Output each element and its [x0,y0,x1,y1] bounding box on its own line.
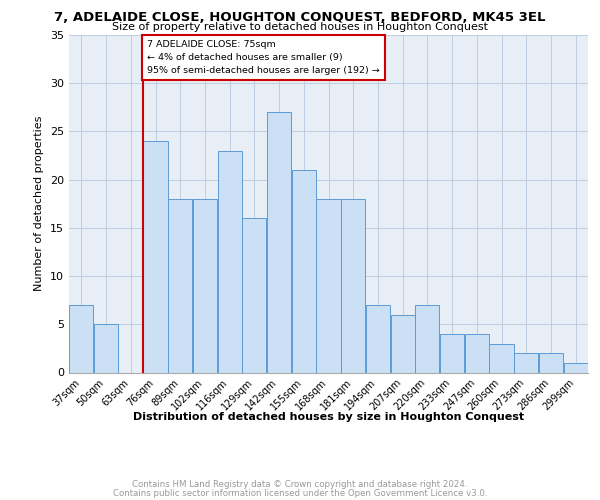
Bar [316,199,341,372]
Bar [267,112,291,372]
Text: Size of property relative to detached houses in Houghton Conquest: Size of property relative to detached ho… [112,22,488,32]
Bar [563,363,588,372]
Bar [94,324,118,372]
Bar [242,218,266,372]
Bar [391,314,415,372]
Bar [168,199,193,372]
Text: 7, ADELAIDE CLOSE, HOUGHTON CONQUEST, BEDFORD, MK45 3EL: 7, ADELAIDE CLOSE, HOUGHTON CONQUEST, BE… [54,11,546,24]
Bar [341,199,365,372]
Bar [415,305,439,372]
Bar [69,305,94,372]
Bar [440,334,464,372]
Text: Distribution of detached houses by size in Houghton Conquest: Distribution of detached houses by size … [133,412,524,422]
Bar [143,141,167,372]
Bar [490,344,514,372]
Bar [514,353,538,372]
Text: 7 ADELAIDE CLOSE: 75sqm
← 4% of detached houses are smaller (9)
95% of semi-deta: 7 ADELAIDE CLOSE: 75sqm ← 4% of detached… [147,40,380,75]
Bar [193,199,217,372]
Bar [464,334,489,372]
Bar [292,170,316,372]
Text: Contains public sector information licensed under the Open Government Licence v3: Contains public sector information licen… [113,488,487,498]
Text: Contains HM Land Registry data © Crown copyright and database right 2024.: Contains HM Land Registry data © Crown c… [132,480,468,489]
Bar [366,305,390,372]
Bar [218,150,242,372]
Bar [539,353,563,372]
Y-axis label: Number of detached properties: Number of detached properties [34,116,44,292]
